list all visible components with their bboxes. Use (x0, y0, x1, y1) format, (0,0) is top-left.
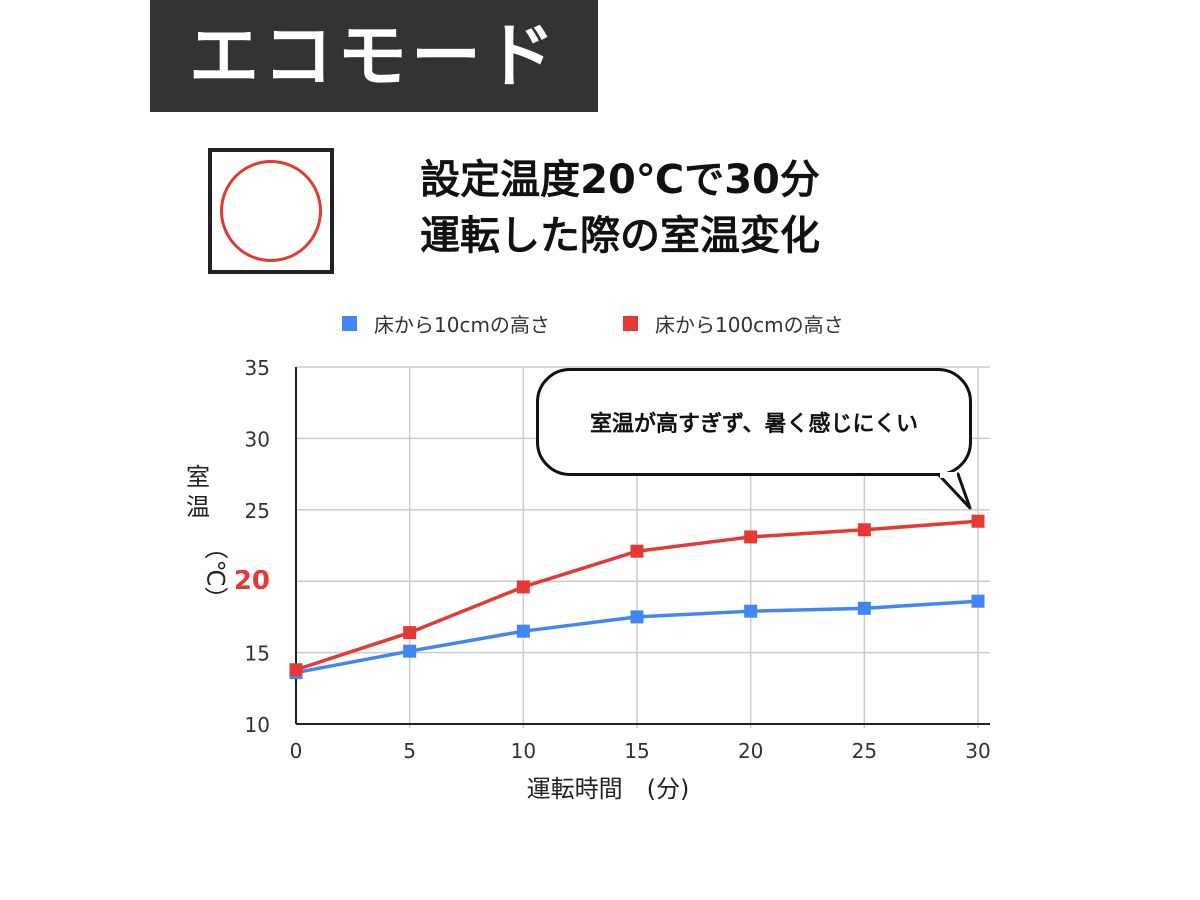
data-point (403, 626, 417, 640)
y-tick-label: 10 (245, 713, 270, 737)
data-point (744, 604, 758, 618)
y-axis-title-char-2: 温 (186, 493, 210, 521)
headline: 設定温度20℃で30分 運転した際の室温変化 (360, 152, 880, 264)
rating-box (208, 148, 334, 274)
data-point (630, 610, 644, 624)
legend-label: 床から10cmの高さ (374, 313, 550, 337)
data-point (516, 624, 530, 638)
y-tick-label: 25 (245, 499, 270, 523)
x-tick-label: 0 (290, 739, 303, 763)
x-tick-label: 10 (511, 739, 536, 763)
y-axis-title-unit: （℃） (201, 535, 230, 611)
data-point (289, 663, 303, 677)
legend-label: 床から100cmの高さ (655, 313, 844, 337)
chart-axes: 10 15 20 25 30 35 0 5 10 15 20 25 30 (234, 356, 991, 763)
circle-mark-icon (220, 160, 322, 262)
headline-line-2: 運転した際の室温変化 (420, 213, 820, 259)
y-tick-label: 15 (245, 642, 270, 666)
callout-text: 室温が高すぎず、暑く感じにくい (589, 412, 919, 437)
y-tick-label: 35 (245, 356, 270, 380)
headline-line-1: 設定温度20℃で30分 (420, 157, 820, 203)
legend-swatch (342, 316, 357, 331)
y-axis-title: 室 温 （℃） (178, 462, 229, 610)
chart-series (289, 514, 985, 680)
legend-swatch (623, 316, 638, 331)
y-tick-label: 20 (234, 566, 270, 596)
data-point (403, 644, 417, 658)
x-tick-label: 30 (965, 739, 990, 763)
x-axis-title: 運転時間 (分) (527, 775, 690, 803)
x-tick-label: 15 (624, 739, 649, 763)
chart-legend: 床から10cmの高さ 床から100cmの高さ (342, 313, 844, 337)
x-tick-label: 25 (852, 739, 877, 763)
y-axis-title-char-1: 室 (186, 463, 210, 491)
chart-grid (296, 366, 990, 728)
mode-banner: エコモード (150, 0, 598, 112)
data-point (744, 530, 758, 544)
x-tick-label: 20 (738, 739, 763, 763)
y-tick-label: 30 (245, 427, 270, 451)
callout-tail (936, 472, 972, 510)
data-point (516, 580, 530, 594)
callout-bubble: 室温が高すぎず、暑く感じにくい (536, 368, 972, 476)
data-point (857, 523, 871, 537)
data-point (857, 601, 871, 615)
data-point (630, 544, 644, 558)
x-tick-label: 5 (403, 739, 416, 763)
data-point (971, 514, 985, 528)
data-point (971, 594, 985, 608)
